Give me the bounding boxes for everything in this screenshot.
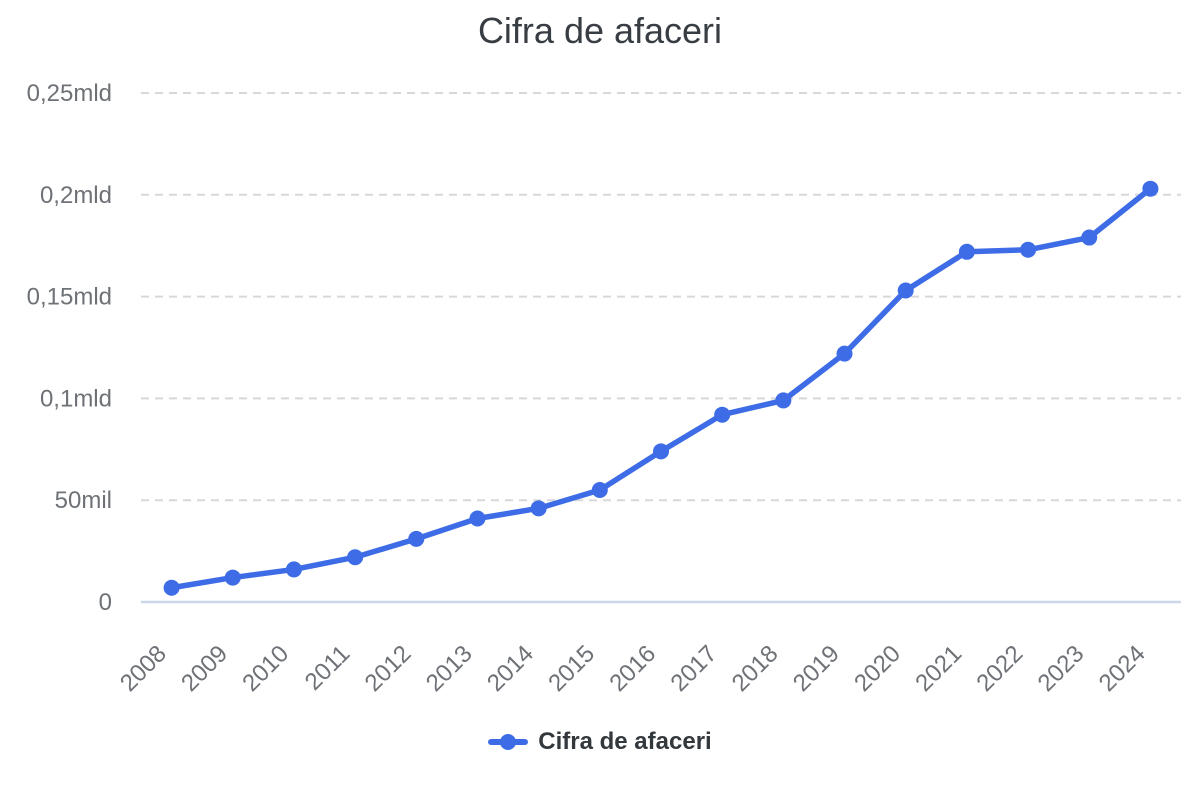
x-axis-tick-label: 2022 (971, 640, 1028, 697)
legend-item[interactable]: Cifra de afaceri (488, 728, 712, 756)
x-axis-tick-label: 2011 (300, 640, 356, 696)
x-axis-tick-label: 2020 (849, 640, 906, 697)
y-axis-tick-label: 0 (99, 589, 112, 616)
data-point-2019[interactable] (836, 345, 853, 362)
series-line (168, 185, 1154, 591)
legend-line-dot-icon (488, 734, 529, 750)
data-point-2011[interactable] (347, 549, 364, 566)
x-axis-tick-label: 2014 (482, 640, 539, 697)
data-point-2009[interactable] (224, 569, 241, 586)
x-axis-tick-label: 2016 (604, 640, 661, 697)
data-point-2023[interactable] (1081, 229, 1098, 246)
x-axis-tick-label: 2009 (176, 640, 233, 697)
data-point-2010[interactable] (285, 561, 302, 578)
data-point-2021[interactable] (958, 243, 975, 260)
data-point-2015[interactable] (591, 482, 608, 499)
y-axis-tick-label: 50mil (55, 487, 112, 514)
data-point-2013[interactable] (469, 510, 486, 527)
y-axis-tick-label: 0,2mld (40, 182, 112, 209)
y-axis-tick-label: 0,25mld (27, 80, 112, 107)
data-point-2024[interactable] (1142, 180, 1159, 197)
x-axis-tick-label: 2012 (360, 640, 417, 697)
data-point-2012[interactable] (408, 530, 425, 547)
x-axis-tick-label: 2019 (788, 640, 845, 697)
x-axis-tick-label: 2021 (910, 640, 967, 697)
line-chart: 0 50mil 0,1mld 0,15mld 0,2mld 0,25mld 2008 2009… (27, 80, 1181, 697)
data-point-2008[interactable] (163, 579, 180, 596)
data-point-2020[interactable] (897, 282, 914, 299)
y-axis-tick-label: 0,15mld (27, 284, 112, 311)
x-axis-tick-label: 2024 (1094, 640, 1151, 697)
x-axis-tick-label: 2018 (727, 640, 784, 697)
x-axis-tick-label: 2008 (115, 640, 172, 697)
x-axis-tick-label: 2023 (1033, 640, 1090, 697)
chart-title: Cifra de afaceri (477, 10, 723, 51)
x-axis-tick-label: 2010 (237, 640, 294, 697)
data-point-2017[interactable] (714, 406, 731, 423)
data-point-2018[interactable] (775, 392, 792, 409)
data-point-2014[interactable] (530, 500, 547, 517)
x-axis-tick-label: 2017 (666, 640, 723, 697)
legend-label: Cifra de afaceri (538, 728, 712, 755)
data-point-2016[interactable] (653, 443, 669, 460)
x-axis-tick-label: 2015 (543, 640, 600, 697)
y-axis-tick-label: 0,1mld (40, 385, 112, 412)
x-axis-tick-label: 2013 (421, 640, 478, 697)
data-point-2022[interactable] (1020, 241, 1037, 258)
legend: Cifra de afaceri (0, 728, 1200, 756)
